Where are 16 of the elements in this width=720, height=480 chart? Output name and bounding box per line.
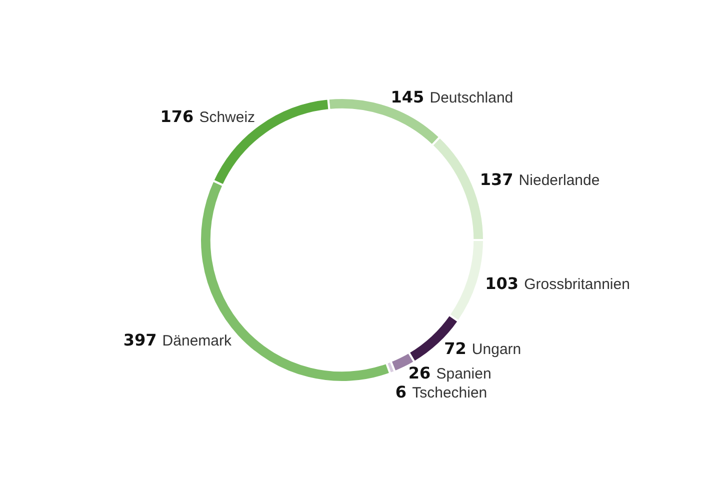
slice-label: Dänemark — [162, 332, 232, 350]
slice-label: Deutschland — [430, 89, 514, 106]
data-label: 26 — [408, 364, 431, 383]
slice-label: Spanien — [436, 366, 492, 383]
data-label: 72 — [444, 339, 466, 358]
slice-label: Niederlande — [518, 172, 600, 189]
data-label: 103 — [485, 274, 518, 294]
data-label: 145 — [390, 87, 424, 106]
data-label: 137 — [480, 170, 514, 189]
slice-label: Schweiz — [199, 108, 256, 126]
slice-label: Ungarn — [472, 341, 522, 358]
data-label: 6 — [395, 382, 407, 402]
slice-label: Grossbritannien — [524, 276, 630, 294]
data-label: 397 — [123, 330, 157, 350]
data-label: 176 — [160, 106, 194, 126]
slice-label: Tschechien — [412, 384, 488, 402]
